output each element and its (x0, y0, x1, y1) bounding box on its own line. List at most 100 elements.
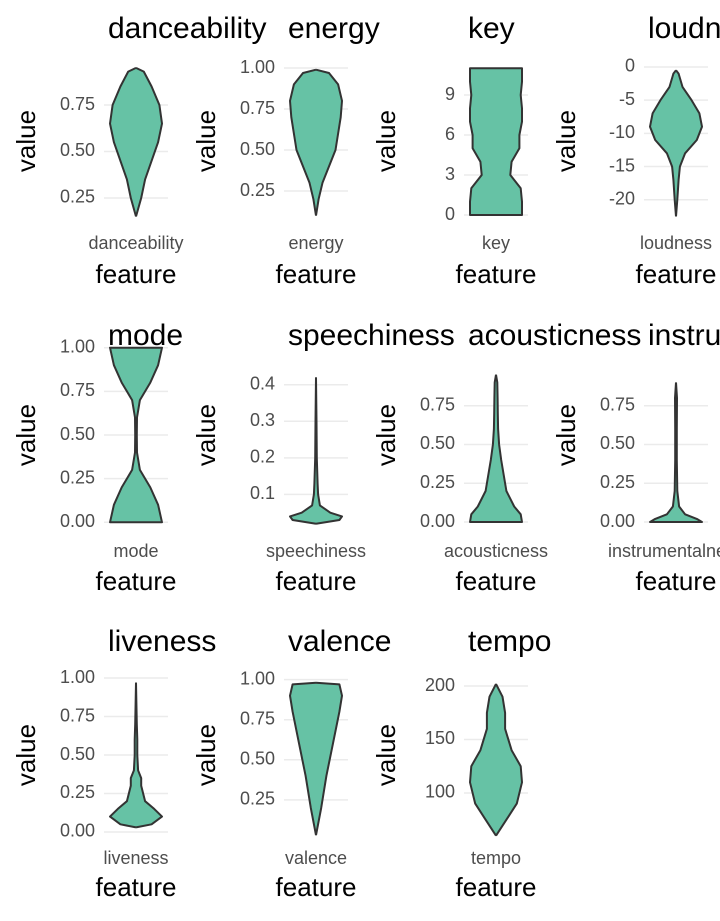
x-axis-title: feature (636, 566, 717, 596)
y-tick-label: 0.00 (420, 511, 455, 531)
violin-outline (135, 682, 163, 829)
panel-title: mode (108, 319, 183, 352)
panel-title: key (468, 12, 515, 45)
y-tick-label: -5 (619, 89, 635, 109)
violin-outline (649, 69, 677, 217)
violin-half (676, 382, 702, 522)
y-tick-label: 0.50 (60, 140, 95, 160)
violin-half (136, 347, 162, 523)
y-tick-label: 0.50 (240, 139, 275, 159)
y-axis-title: value (11, 110, 41, 172)
violin-half (676, 70, 702, 217)
y-axis-title: value (371, 110, 401, 172)
y-tick-label: 0.00 (60, 821, 95, 841)
y-tick-label: 1.00 (240, 57, 275, 77)
x-axis-title: feature (96, 566, 177, 596)
x-tick-label: mode (113, 541, 158, 561)
y-tick-label: 0.50 (420, 433, 455, 453)
violin-outline (109, 66, 137, 217)
y-tick-label: 200 (425, 675, 455, 695)
violin-outline (289, 681, 317, 836)
panel-title: liveness (108, 625, 216, 658)
y-axis-title: value (551, 404, 581, 466)
x-tick-label: loudness (640, 233, 712, 253)
y-axis-title: value (371, 404, 401, 466)
y-tick-label: -10 (609, 122, 635, 142)
y-tick-label: 0.2 (250, 447, 275, 467)
violin-outline (109, 682, 137, 829)
panel-title: instrumentalness (648, 319, 720, 352)
panel-title: valence (288, 625, 391, 658)
violin-half (496, 374, 522, 522)
y-tick-label: 0.50 (600, 433, 635, 453)
violin-outline (289, 68, 317, 216)
y-tick-label: 100 (425, 782, 455, 802)
y-axis-title: value (11, 404, 41, 466)
y-tick-label: 0.25 (240, 180, 275, 200)
violin-outline (135, 346, 163, 524)
panel-title: loudness (648, 12, 720, 45)
y-tick-label: 0.4 (250, 373, 275, 393)
violin-outline (469, 67, 496, 216)
x-tick-label: energy (288, 233, 343, 253)
x-axis-title: feature (636, 259, 717, 289)
y-tick-label: 150 (425, 728, 455, 748)
x-axis-title: feature (456, 872, 537, 902)
y-tick-label: 1.00 (60, 667, 95, 687)
panel-title: energy (288, 12, 380, 45)
y-tick-label: 0.75 (240, 708, 275, 728)
y-tick-label: 0.25 (60, 782, 95, 802)
violin-outline (315, 68, 343, 216)
panel-title: speechiness (288, 319, 455, 352)
violin-half (316, 377, 342, 524)
y-axis-title: value (551, 110, 581, 172)
y-tick-label: -20 (609, 189, 635, 209)
y-tick-label: 1.00 (240, 668, 275, 688)
violin-outline (495, 683, 523, 837)
x-tick-label: danceability (88, 233, 183, 253)
y-axis-title: value (191, 110, 221, 172)
violin-outline (109, 346, 137, 524)
violin-half (110, 67, 136, 217)
x-tick-label: liveness (103, 848, 168, 868)
x-tick-label: acousticness (444, 541, 548, 561)
y-tick-label: -15 (609, 155, 635, 175)
y-tick-label: 0.25 (60, 467, 95, 487)
y-tick-label: 0 (625, 56, 635, 76)
y-axis-title: value (191, 724, 221, 786)
violin-outline (649, 382, 677, 523)
panel-title: danceability (108, 12, 266, 45)
x-axis-title: feature (456, 259, 537, 289)
violin-outline (469, 683, 497, 837)
y-tick-label: 0.75 (420, 394, 455, 414)
x-axis-title: feature (96, 872, 177, 902)
y-tick-label: 0.75 (240, 98, 275, 118)
y-tick-label: 3 (445, 164, 455, 184)
violin-outline (135, 66, 163, 217)
violin-outline (469, 374, 497, 523)
y-axis-title: value (191, 404, 221, 466)
x-tick-label: instrumentalness (608, 541, 720, 561)
y-tick-label: 0.00 (60, 511, 95, 531)
violin-half (496, 683, 522, 836)
x-axis-title: feature (276, 566, 357, 596)
panel-title: tempo (468, 625, 551, 658)
y-tick-label: 0.75 (60, 380, 95, 400)
y-tick-label: 0.25 (420, 472, 455, 492)
x-axis-title: feature (276, 872, 357, 902)
violin-outline (289, 377, 317, 525)
violin-half (470, 68, 496, 215)
x-axis-title: feature (276, 259, 357, 289)
violin-half (470, 683, 496, 836)
x-tick-label: speechiness (266, 541, 366, 561)
y-tick-label: 0.50 (240, 749, 275, 769)
x-tick-label: key (482, 233, 510, 253)
y-tick-label: 1.00 (60, 336, 95, 356)
y-tick-label: 0 (445, 204, 455, 224)
violin-outline (675, 382, 703, 523)
y-axis-title: value (371, 724, 401, 786)
violin-half (290, 377, 316, 524)
y-tick-label: 0.50 (60, 744, 95, 764)
y-tick-label: 6 (445, 124, 455, 144)
